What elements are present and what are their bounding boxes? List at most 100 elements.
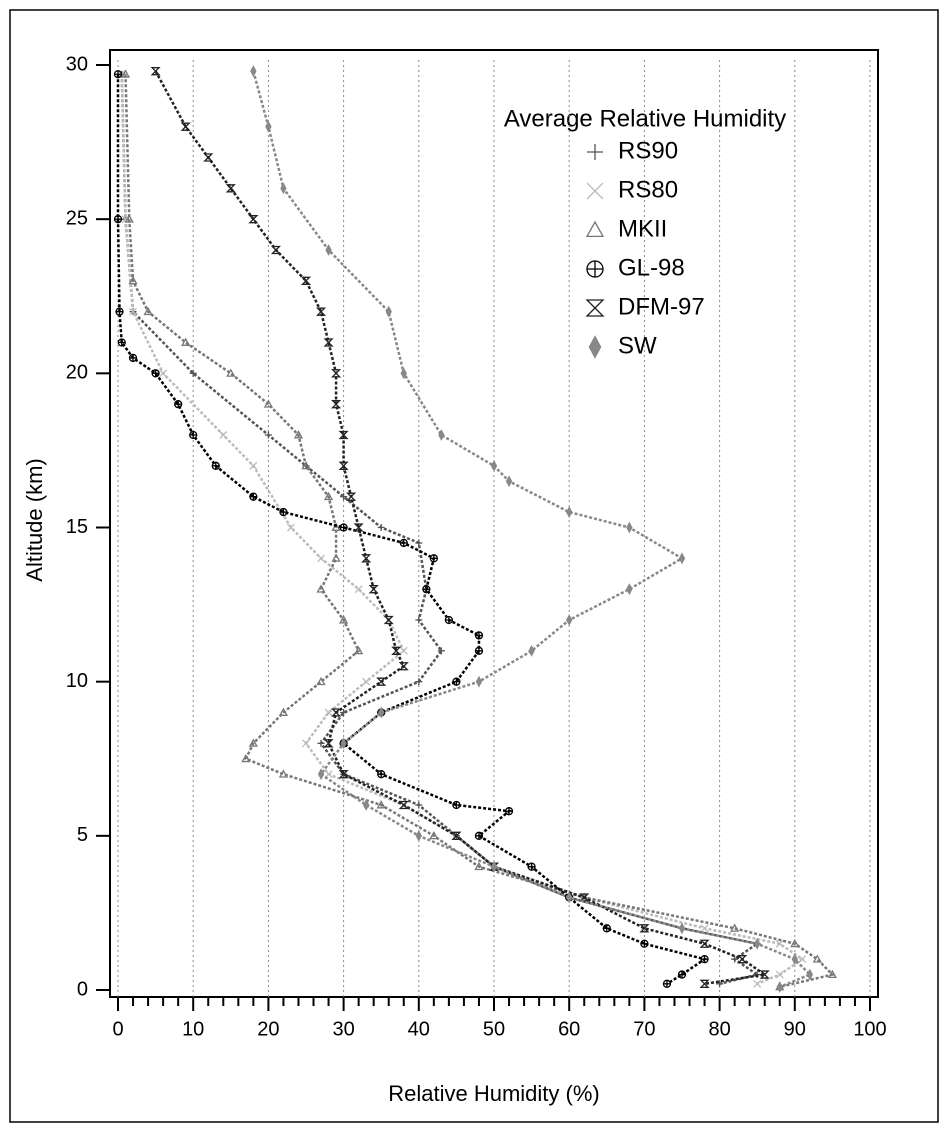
point <box>385 305 392 318</box>
point <box>361 554 372 563</box>
series <box>113 70 709 988</box>
y-axis-title: Altitude (km) <box>22 458 47 581</box>
point <box>775 939 784 948</box>
point <box>249 461 258 470</box>
point <box>280 182 287 195</box>
point <box>383 615 394 625</box>
point <box>399 646 408 655</box>
point <box>415 801 423 809</box>
point <box>324 708 333 717</box>
point <box>316 584 326 593</box>
point <box>376 677 387 686</box>
point <box>323 338 334 347</box>
legend-symbol <box>585 220 605 238</box>
point <box>716 980 724 988</box>
series <box>250 65 814 993</box>
point <box>189 369 197 377</box>
point <box>249 492 258 501</box>
point <box>437 647 445 655</box>
point <box>241 753 251 763</box>
point <box>226 368 236 377</box>
point <box>700 924 709 933</box>
point <box>415 829 422 842</box>
y-tick-label: 25 <box>66 207 88 229</box>
point <box>354 585 363 594</box>
point <box>124 214 134 223</box>
point <box>278 707 289 716</box>
point <box>279 507 288 517</box>
point <box>265 120 272 133</box>
point <box>422 585 431 594</box>
x-axis-title: Relative Humidity (%) <box>388 1081 600 1106</box>
point <box>626 521 633 534</box>
point <box>278 769 289 778</box>
point <box>398 662 409 671</box>
point <box>331 708 342 717</box>
x-tick-label: 0 <box>112 1018 123 1040</box>
series-line <box>252 70 813 989</box>
x-tick-label: 40 <box>408 1018 430 1040</box>
point <box>678 552 686 565</box>
point <box>225 184 236 193</box>
point <box>490 459 498 472</box>
point <box>331 522 341 531</box>
point <box>527 862 536 871</box>
point <box>181 337 191 346</box>
point <box>827 969 838 979</box>
point <box>776 980 783 993</box>
point <box>754 937 761 950</box>
x-tick-label: 80 <box>708 1018 730 1040</box>
point <box>331 400 342 409</box>
point <box>174 400 183 409</box>
point <box>474 831 484 840</box>
point <box>791 953 798 966</box>
point <box>759 970 770 979</box>
point <box>504 807 514 816</box>
point <box>317 554 325 563</box>
point <box>775 970 784 979</box>
point <box>566 614 573 626</box>
point <box>398 800 409 810</box>
point <box>699 939 710 948</box>
point <box>248 738 258 747</box>
point <box>566 506 573 519</box>
series-line <box>116 74 708 985</box>
point <box>806 968 814 981</box>
point <box>338 770 349 779</box>
x-tick-label: 50 <box>483 1018 505 1040</box>
point <box>317 768 325 781</box>
legend-label: DFM-97 <box>618 293 705 320</box>
x-tick-label: 90 <box>784 1018 806 1040</box>
point <box>219 431 228 439</box>
point <box>731 955 739 963</box>
y-tick-label: 10 <box>66 670 88 692</box>
point <box>301 460 311 470</box>
point <box>189 430 198 440</box>
point <box>400 367 407 380</box>
legend-label: SW <box>618 332 657 359</box>
point <box>474 646 484 655</box>
point <box>451 831 462 840</box>
point <box>528 644 535 657</box>
legend-symbol <box>586 182 604 200</box>
point <box>444 615 454 625</box>
point <box>362 799 370 811</box>
point <box>250 65 257 78</box>
legend-title: Average Relative Humidity <box>504 105 786 132</box>
legend-symbol <box>588 335 602 359</box>
point <box>129 307 137 316</box>
point <box>415 678 423 686</box>
point <box>377 770 386 779</box>
point <box>293 430 304 439</box>
point <box>270 245 281 255</box>
point <box>159 369 168 378</box>
series-line <box>124 74 835 989</box>
point <box>150 67 161 76</box>
point <box>203 153 214 162</box>
point <box>113 215 123 224</box>
point <box>338 461 349 470</box>
point <box>128 275 138 285</box>
series <box>120 69 838 991</box>
point <box>730 923 740 932</box>
point <box>391 646 402 655</box>
